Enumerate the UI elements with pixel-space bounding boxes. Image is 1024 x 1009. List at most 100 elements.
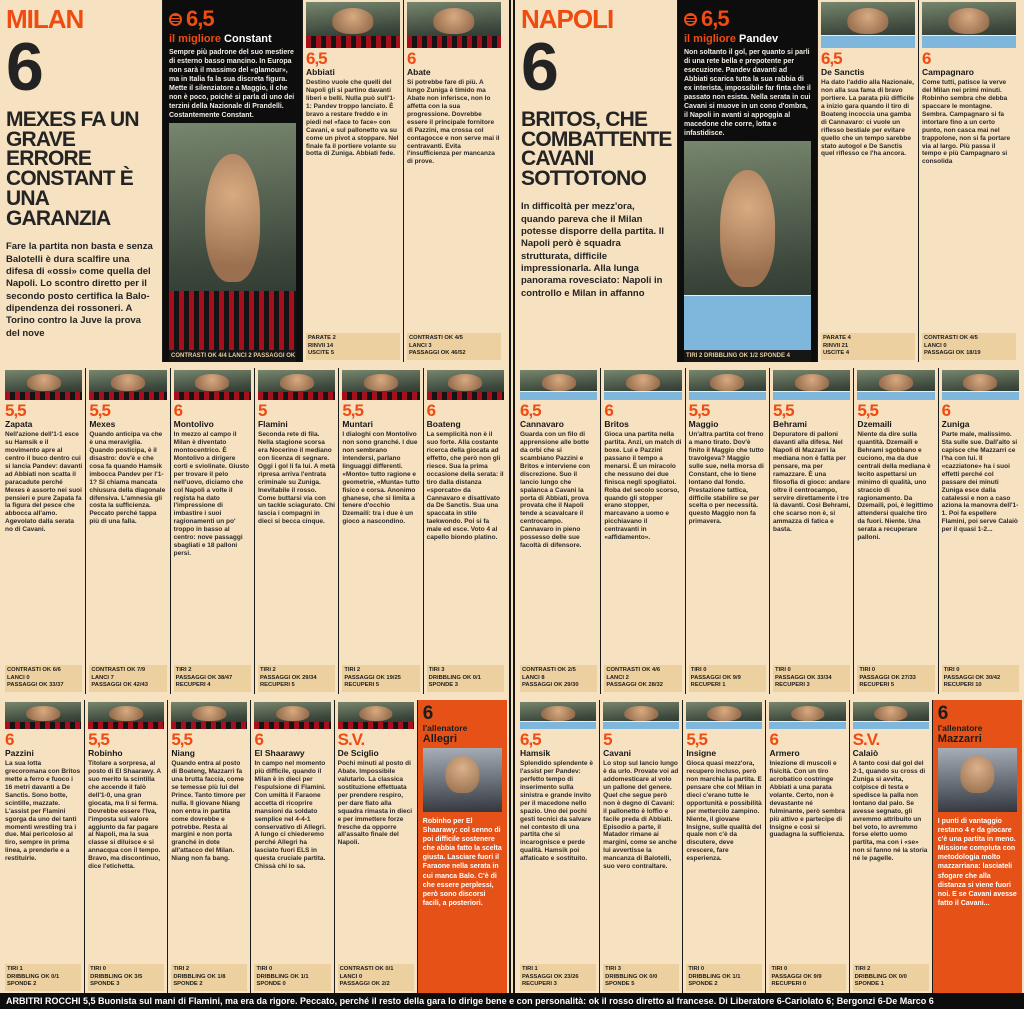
stat-line: SPONDE 5 xyxy=(605,981,635,988)
player-stats: TIRI 0 PASSAGGI OK 33/34 RECUPERI 3 xyxy=(772,665,851,692)
stat-line: SPONDE 1 xyxy=(854,981,884,988)
stat-line: PASSAGGI OK 29/34 xyxy=(259,674,317,681)
player-card: 6 El Shaarawy In campo nel momento più d… xyxy=(250,700,333,993)
player-photo xyxy=(171,702,248,729)
player-photo xyxy=(686,702,763,729)
player-stats: TIRI 0 DRIBBLING OK 1/1 SPONDE 0 xyxy=(254,964,331,991)
stat-line: PASSAGGI OK 33/34 xyxy=(774,674,832,681)
milan-section: MILAN 6 MEXES FA UN GRAVE ERRORE CONSTAN… xyxy=(0,0,509,993)
napoli-summary: In difficoltà per mezz'ora, quando parev… xyxy=(521,201,665,299)
milan-coach-block: 6 l'allenatore Allegri Robinho per El Sh… xyxy=(416,700,507,993)
milan-team-rating: 6 xyxy=(6,29,44,105)
player-photo xyxy=(604,370,682,400)
player-stats: TIRI 2 DRIBBLING OK 1/8 SPONDE 2 xyxy=(171,964,248,991)
stat-line: TIRI 3 xyxy=(428,667,445,674)
coach-role: l'allenatore xyxy=(422,723,468,733)
player-comment: La sua lotta grecoromana con Britos mett… xyxy=(5,760,81,863)
napoli-coach-block: 6 l'allenatore Mazzarri I punti di vanta… xyxy=(931,700,1022,993)
player-rating: 6,5 xyxy=(520,730,542,749)
stat-line: TIRI 2 xyxy=(259,667,276,674)
best-player-rating: 6,5 xyxy=(186,6,215,31)
player-name: El Shaarawy xyxy=(254,747,305,758)
milan-summary: Fare la partita non basta e senza Balote… xyxy=(6,241,153,339)
best-player-comment: Non soltanto il gol, per quanto si parli… xyxy=(684,49,811,137)
stat-line: TIRI 3 xyxy=(605,966,621,973)
player-photo xyxy=(852,702,929,729)
stat-line: PASSAGGI OK 9/9 xyxy=(690,674,741,681)
player-card: 6 Pazzini La sua lotta grecoromana con B… xyxy=(2,700,84,993)
napoli-bottom-row: 6,5 Hamsik Splendido splendente è l'assi… xyxy=(517,700,1022,993)
stat-line: TIRI 2 xyxy=(175,667,192,674)
best-player-photo xyxy=(684,140,811,350)
stat-line: LANCI 8 xyxy=(522,674,545,681)
player-card: 5,5 Dzemaili Niente da dire sulla quanti… xyxy=(853,368,937,694)
player-card: 6,5 Cannavaro Guarda con un filo di appr… xyxy=(517,368,600,694)
player-card: 6 Abate Si potrebbe fare di più. A lungo… xyxy=(403,0,504,362)
player-name: Zapata xyxy=(5,418,33,429)
player-card: 6,5 Abbiati Destino vuole che quelli del… xyxy=(302,0,403,362)
player-stats: PARATE 2 RINVII 14 USCITE 5 xyxy=(306,333,400,360)
coach-name: Allegri xyxy=(422,733,458,745)
player-stats: TIRI 2 PASSAGGI OK 19/25 RECUPERI 5 xyxy=(342,665,420,692)
stat-line: PASSAGGI OK 23/26 xyxy=(522,973,579,980)
player-card: S.V. De Sciglio Pochi minuti al posto di… xyxy=(333,700,417,993)
player-card: 5,5 Muntari I dialoghi con Montolivo non… xyxy=(338,368,422,694)
player-card: 5 Cavani Lo stop sul lancio lungo è da u… xyxy=(599,700,682,993)
player-stats: PARATE 4 RINVII 21 USCITE 4 xyxy=(821,333,915,360)
stat-line: PARATE 2 xyxy=(308,335,336,342)
stat-line: LANCI 2 xyxy=(606,674,629,681)
milan-mid-row: 5,5 Zapata Nell'azione dell'1-1 esce su … xyxy=(2,368,507,694)
stat-line: CONTRASTI OK 4/6 xyxy=(606,667,661,674)
stat-line: RECUPERI 1 xyxy=(690,682,726,689)
player-photo xyxy=(257,370,336,400)
player-stats: CONTRASTI OK 4/5 LANCI 0 PASSAGGI OK 18/… xyxy=(922,333,1016,360)
best-player-title: il migliore Pandev xyxy=(684,33,811,45)
stat-line: PARATE 4 xyxy=(823,335,851,342)
player-rating: 5,5 xyxy=(772,401,795,420)
player-comment: Un'altra partita col freno a mano tirato… xyxy=(688,431,764,526)
stat-line: LANCI 0 xyxy=(7,674,30,681)
player-stats: TIRI 2 DRIBBLING OK 0/0 SPONDE 1 xyxy=(852,964,929,991)
player-stats: TIRI 0 PASSAGGI OK 9/9 RECUPERI 1 xyxy=(688,665,766,692)
player-comment: In mezzo al campo il Milan è diventato m… xyxy=(173,431,250,558)
best-player-name: Pandev xyxy=(739,33,779,45)
player-rating: 6 xyxy=(5,730,14,749)
player-card: 6,5 De Sanctis Ha dato l'addio alla Nazi… xyxy=(817,0,918,362)
player-photo xyxy=(520,702,597,729)
milan-headline: MEXES FA UN GRAVE ERRORE CONSTANT È UNA … xyxy=(6,107,140,231)
player-comment: Si potrebbe fare di più. A lungo Zuniga … xyxy=(407,79,500,166)
player-comment: Ha dato l'addio alla Nazionale, non alla… xyxy=(821,79,914,158)
player-rating: 5,5 xyxy=(686,730,708,749)
player-rating: 5,5 xyxy=(5,401,27,420)
stat-line: PASSAGGI OK 2/2 xyxy=(339,981,390,988)
stat-line: PASSAGGI OK 9/9 xyxy=(771,973,822,980)
player-photo xyxy=(603,702,680,729)
stat-line: RECUPERI 5 xyxy=(344,682,380,689)
stat-line: RECUPERI 3 xyxy=(522,981,557,988)
player-comment: Pochi minuti al posto di Abate. Impossib… xyxy=(337,760,413,847)
best-player-name: Constant xyxy=(224,33,272,45)
player-photo xyxy=(857,370,935,400)
player-comment: Come tutti, patisce la verve del Milan n… xyxy=(922,79,1011,166)
stat-line: TIRI 2 xyxy=(344,667,361,674)
player-comment: Parte male, malissimo. Sta sulle sue. Da… xyxy=(941,431,1019,534)
milan-top-row: MILAN 6 MEXES FA UN GRAVE ERRORE CONSTAN… xyxy=(2,0,507,362)
player-photo xyxy=(941,370,1019,400)
player-name: Zuniga xyxy=(941,418,970,429)
best-player-label: il migliore xyxy=(169,33,221,45)
player-stats: CONTRASTI OK 2/5 LANCI 8 PASSAGGI OK 29/… xyxy=(520,665,598,692)
player-card: 5,5 Insigne Gioca quasi mezz'ora, recupe… xyxy=(682,700,765,993)
napoli-headline: BRITOS, CHE COMBATTENTE CAVANI SOTTOTONO xyxy=(521,107,672,191)
player-stats: TIRI 1 PASSAGGI OK 23/26 RECUPERI 3 xyxy=(520,964,597,991)
player-stats: TIRI 2 PASSAGGI OK 29/34 RECUPERI 5 xyxy=(257,665,336,692)
stat-line: SPONDE 2 xyxy=(688,981,718,988)
player-card: 6,5 Hamsik Splendido splendente è l'assi… xyxy=(517,700,599,993)
stat-line: USCITE 4 xyxy=(823,350,850,357)
half-divider xyxy=(509,0,515,993)
stat-line: PASSAGGI OK 29/30 xyxy=(522,682,579,689)
player-stats: TIRI 0 PASSAGGI OK 30/42 RECUPERI 10 xyxy=(941,665,1019,692)
stat-line: SPONDE 2 xyxy=(173,981,203,988)
stat-line: PASSAGGI OK 27/33 xyxy=(859,674,916,681)
